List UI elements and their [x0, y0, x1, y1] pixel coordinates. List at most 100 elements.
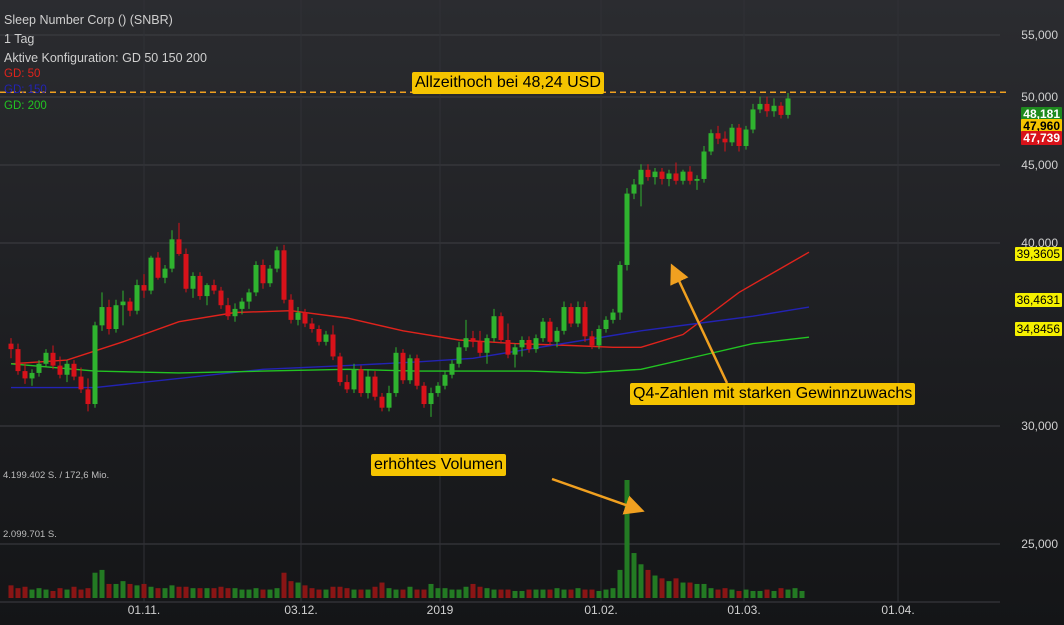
candle-body: [85, 389, 91, 405]
candle-body: [701, 151, 707, 179]
volume-bar: [736, 590, 742, 598]
y-tick-label: 50,000: [1021, 90, 1058, 104]
candle-body: [169, 239, 175, 269]
volume-bar: [526, 589, 532, 598]
volume-bar: [575, 588, 581, 598]
volume-bar: [673, 578, 679, 598]
volume-bar: [519, 590, 525, 598]
volume-bar: [428, 583, 434, 598]
candle-body: [715, 133, 721, 139]
candle-body: [484, 338, 490, 353]
y-tick-label: 40,000: [1021, 236, 1058, 250]
candle-body: [750, 109, 756, 130]
volume-bar: [596, 590, 602, 598]
candle-body: [624, 193, 630, 265]
config-label: Aktive Konfiguration: GD 50 150 200: [4, 51, 207, 65]
volume-bar: [239, 589, 245, 598]
candle-body: [113, 305, 119, 330]
candle-body: [785, 98, 791, 115]
volume-bar: [295, 582, 301, 598]
volume-bar: [8, 585, 14, 598]
volume-bar: [344, 588, 350, 598]
volume-max-label: 4.199.402 S. / 172,6 Mio.: [3, 470, 110, 481]
candle-body: [435, 385, 441, 394]
volume-bar: [477, 586, 483, 598]
candle-body: [533, 338, 539, 350]
volume-bar: [463, 586, 469, 598]
candle-body: [568, 307, 574, 324]
moving-averages: [10, 251, 810, 389]
volume-bar: [141, 583, 147, 598]
volume-bar: [106, 583, 112, 598]
candle-body: [78, 376, 84, 390]
candle-body: [407, 358, 413, 381]
volume-bar: [701, 583, 707, 598]
candle-body: [218, 290, 224, 306]
volume-bar: [120, 581, 126, 598]
y-tick-label: 30,000: [1021, 419, 1058, 433]
volume-bar: [64, 589, 70, 598]
volume-bar: [92, 572, 98, 598]
candle-body: [246, 292, 252, 302]
candle-body: [183, 253, 189, 289]
volume-bar: [274, 588, 280, 598]
candle-body: [99, 307, 105, 326]
volume-bar: [113, 583, 119, 598]
volume-bar: [491, 589, 497, 598]
candle-body: [414, 358, 420, 386]
candle-body: [141, 285, 147, 291]
volume-bar: [484, 588, 490, 598]
candle-body: [442, 374, 448, 386]
candle-body: [393, 352, 399, 394]
candle-body: [316, 329, 322, 342]
candle-body: [50, 352, 56, 366]
volume-bar: [659, 578, 665, 598]
volume-bar: [162, 588, 168, 598]
candle-body: [421, 385, 427, 405]
candle-body: [687, 171, 693, 181]
annotation-arrows: [551, 263, 729, 515]
volume-bar: [316, 589, 322, 598]
x-tick-label: 01.03.: [727, 603, 760, 617]
candle-body: [428, 393, 434, 405]
volume-bar: [407, 586, 413, 598]
legend-ma50: GD: 50: [4, 68, 41, 80]
volume-bar: [190, 588, 196, 598]
volume-bar: [729, 589, 735, 598]
legend-ma200: GD: 200: [4, 100, 47, 112]
ma200-line: [10, 336, 810, 374]
candle-body: [281, 250, 287, 300]
volume-bar: [78, 589, 84, 598]
volume-bar: [22, 586, 28, 598]
volume-bar: [540, 589, 546, 598]
candle-body: [463, 338, 469, 348]
candle-body: [22, 371, 28, 379]
candle-body: [743, 129, 749, 147]
candle-body: [351, 369, 357, 390]
volume-bar: [183, 586, 189, 598]
candle-body: [610, 312, 616, 320]
volume-bar: [680, 582, 686, 598]
volume-bar: [379, 582, 385, 598]
volume-bar: [617, 569, 623, 598]
candle-body: [372, 376, 378, 397]
volume-bar: [722, 588, 728, 598]
candles: [8, 92, 791, 417]
candle-body: [8, 343, 14, 350]
volume-mid-label: 2.099.701 S.: [3, 529, 57, 540]
volume-bar: [309, 588, 315, 598]
candle-body: [519, 339, 525, 348]
volume-bar: [638, 564, 644, 598]
volume-bar: [218, 586, 224, 598]
candle-body: [722, 138, 728, 143]
candle-body: [589, 336, 595, 346]
volume-bar: [456, 589, 462, 598]
candle-body: [43, 352, 49, 364]
volume-bar: [330, 586, 336, 598]
x-tick-label: 01.11.: [128, 603, 160, 617]
price-low-box: 47,739: [1021, 131, 1062, 145]
candle-body: [127, 301, 133, 311]
volume-bar: [505, 589, 511, 598]
candle-body: [29, 372, 35, 379]
candle-body: [729, 127, 735, 143]
